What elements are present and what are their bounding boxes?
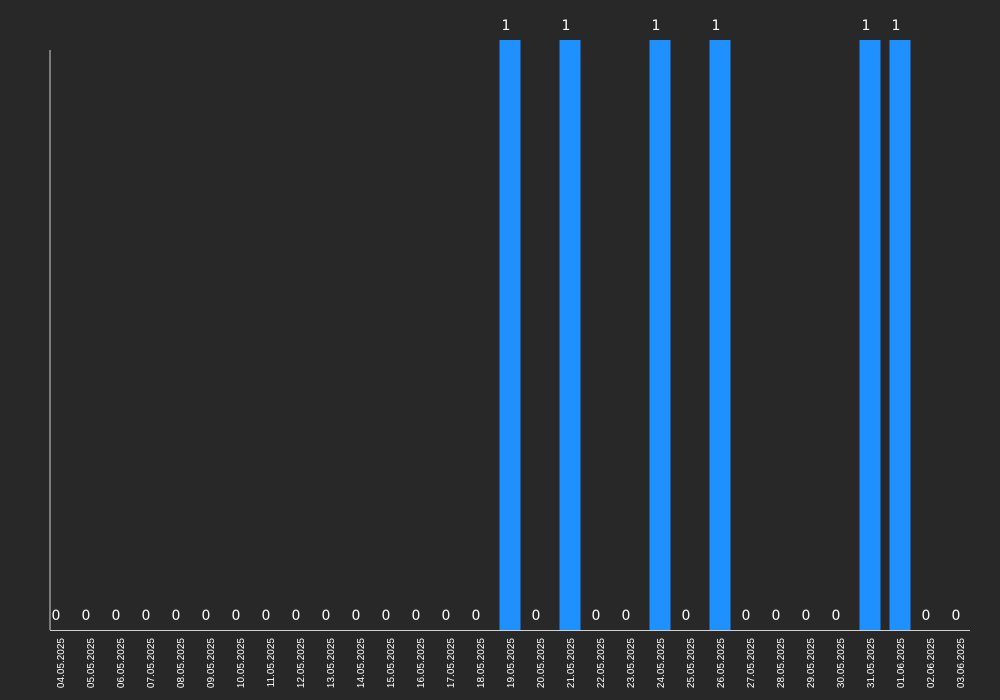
bar-31.05.2025 (859, 40, 881, 630)
x-tick-label-13.05.2025: 13.05.2025 (326, 638, 337, 688)
value-label-21.05.2025: 1 (562, 18, 571, 34)
x-tick-label-17.05.2025: 17.05.2025 (446, 638, 457, 688)
value-label-10.05.2025: 0 (232, 608, 241, 624)
x-tick-label-03.06.2025: 03.06.2025 (956, 638, 967, 688)
value-label-24.05.2025: 1 (652, 18, 661, 34)
value-label-20.05.2025: 0 (532, 608, 541, 624)
x-tick-labels-group: 04.05.2025 05.05.2025 06.05.2025 07.05.2025… (56, 638, 967, 688)
value-label-07.05.2025: 0 (142, 608, 151, 624)
x-tick-label-20.05.2025: 20.05.2025 (536, 638, 547, 688)
value-label-02.06.2025: 0 (922, 608, 931, 624)
bar-19.05.2025 (499, 40, 521, 630)
x-tick-label-25.05.2025: 25.05.2025 (686, 638, 697, 688)
value-label-01.06.2025: 1 (892, 18, 901, 34)
value-label-22.05.2025: 0 (592, 608, 601, 624)
value-label-13.05.2025: 0 (322, 608, 331, 624)
value-label-09.05.2025: 0 (202, 608, 211, 624)
value-label-31.05.2025: 1 (862, 18, 871, 34)
value-label-25.05.2025: 0 (682, 608, 691, 624)
x-tick-label-21.05.2025: 21.05.2025 (566, 638, 577, 688)
bar-26.05.2025 (709, 40, 731, 630)
x-tick-label-22.05.2025: 22.05.2025 (596, 638, 607, 688)
x-tick-label-11.05.2025: 11.05.2025 (266, 638, 277, 688)
x-tick-label-31.05.2025: 31.05.2025 (866, 638, 877, 688)
value-label-04.05.2025: 0 (52, 608, 61, 624)
value-label-17.05.2025: 0 (442, 608, 451, 624)
x-tick-label-15.05.2025: 15.05.2025 (386, 638, 397, 688)
value-label-12.05.2025: 0 (292, 608, 301, 624)
x-tick-label-19.05.2025: 19.05.2025 (506, 638, 517, 688)
value-label-11.05.2025: 0 (262, 608, 271, 624)
value-label-26.05.2025: 1 (712, 18, 721, 34)
x-tick-label-16.05.2025: 16.05.2025 (416, 638, 427, 688)
value-label-23.05.2025: 0 (622, 608, 631, 624)
value-label-08.05.2025: 0 (172, 608, 181, 624)
x-tick-label-06.05.2025: 06.05.2025 (116, 638, 127, 688)
x-tick-label-29.05.2025: 29.05.2025 (806, 638, 817, 688)
x-tick-label-28.05.2025: 28.05.2025 (776, 638, 787, 688)
x-tick-label-12.05.2025: 12.05.2025 (296, 638, 307, 688)
value-label-18.05.2025: 0 (472, 608, 481, 624)
x-tick-label-02.06.2025: 02.06.2025 (926, 638, 937, 688)
x-tick-label-27.05.2025: 27.05.2025 (746, 638, 757, 688)
bar-01.06.2025 (889, 40, 911, 630)
x-tick-label-26.05.2025: 26.05.2025 (716, 638, 727, 688)
bar-21.05.2025 (559, 40, 581, 630)
bars-group (499, 40, 911, 630)
value-labels-group: 0 0 0 0 0 0 0 0 0 0 0 0 0 0 0 1 0 1 0 0 1 0 1 0 0 0 0 1 1 0 0 (52, 18, 961, 624)
value-label-29.05.2025: 0 (802, 608, 811, 624)
x-tick-label-10.05.2025: 10.05.2025 (236, 638, 247, 688)
value-label-19.05.2025: 1 (502, 18, 511, 34)
x-tick-label-07.05.2025: 07.05.2025 (146, 638, 157, 688)
value-label-30.05.2025: 0 (832, 608, 841, 624)
value-label-15.05.2025: 0 (382, 608, 391, 624)
value-label-16.05.2025: 0 (412, 608, 421, 624)
value-label-28.05.2025: 0 (772, 608, 781, 624)
x-tick-label-01.06.2025: 01.06.2025 (896, 638, 907, 688)
value-label-27.05.2025: 0 (742, 608, 751, 624)
x-tick-label-09.05.2025: 09.05.2025 (206, 638, 217, 688)
value-label-06.05.2025: 0 (112, 608, 121, 624)
value-label-14.05.2025: 0 (352, 608, 361, 624)
x-tick-label-14.05.2025: 14.05.2025 (356, 638, 367, 688)
x-tick-label-05.05.2025: 05.05.2025 (86, 638, 97, 688)
x-tick-label-18.05.2025: 18.05.2025 (476, 638, 487, 688)
value-label-03.06.2025: 0 (952, 608, 961, 624)
x-tick-label-30.05.2025: 30.05.2025 (836, 638, 847, 688)
bar-24.05.2025 (649, 40, 671, 630)
x-tick-label-04.05.2025: 04.05.2025 (56, 638, 67, 688)
value-label-05.05.2025: 0 (82, 608, 91, 624)
x-tick-label-23.05.2025: 23.05.2025 (626, 638, 637, 688)
x-tick-label-08.05.2025: 08.05.2025 (176, 638, 187, 688)
x-tick-label-24.05.2025: 24.05.2025 (656, 638, 667, 688)
